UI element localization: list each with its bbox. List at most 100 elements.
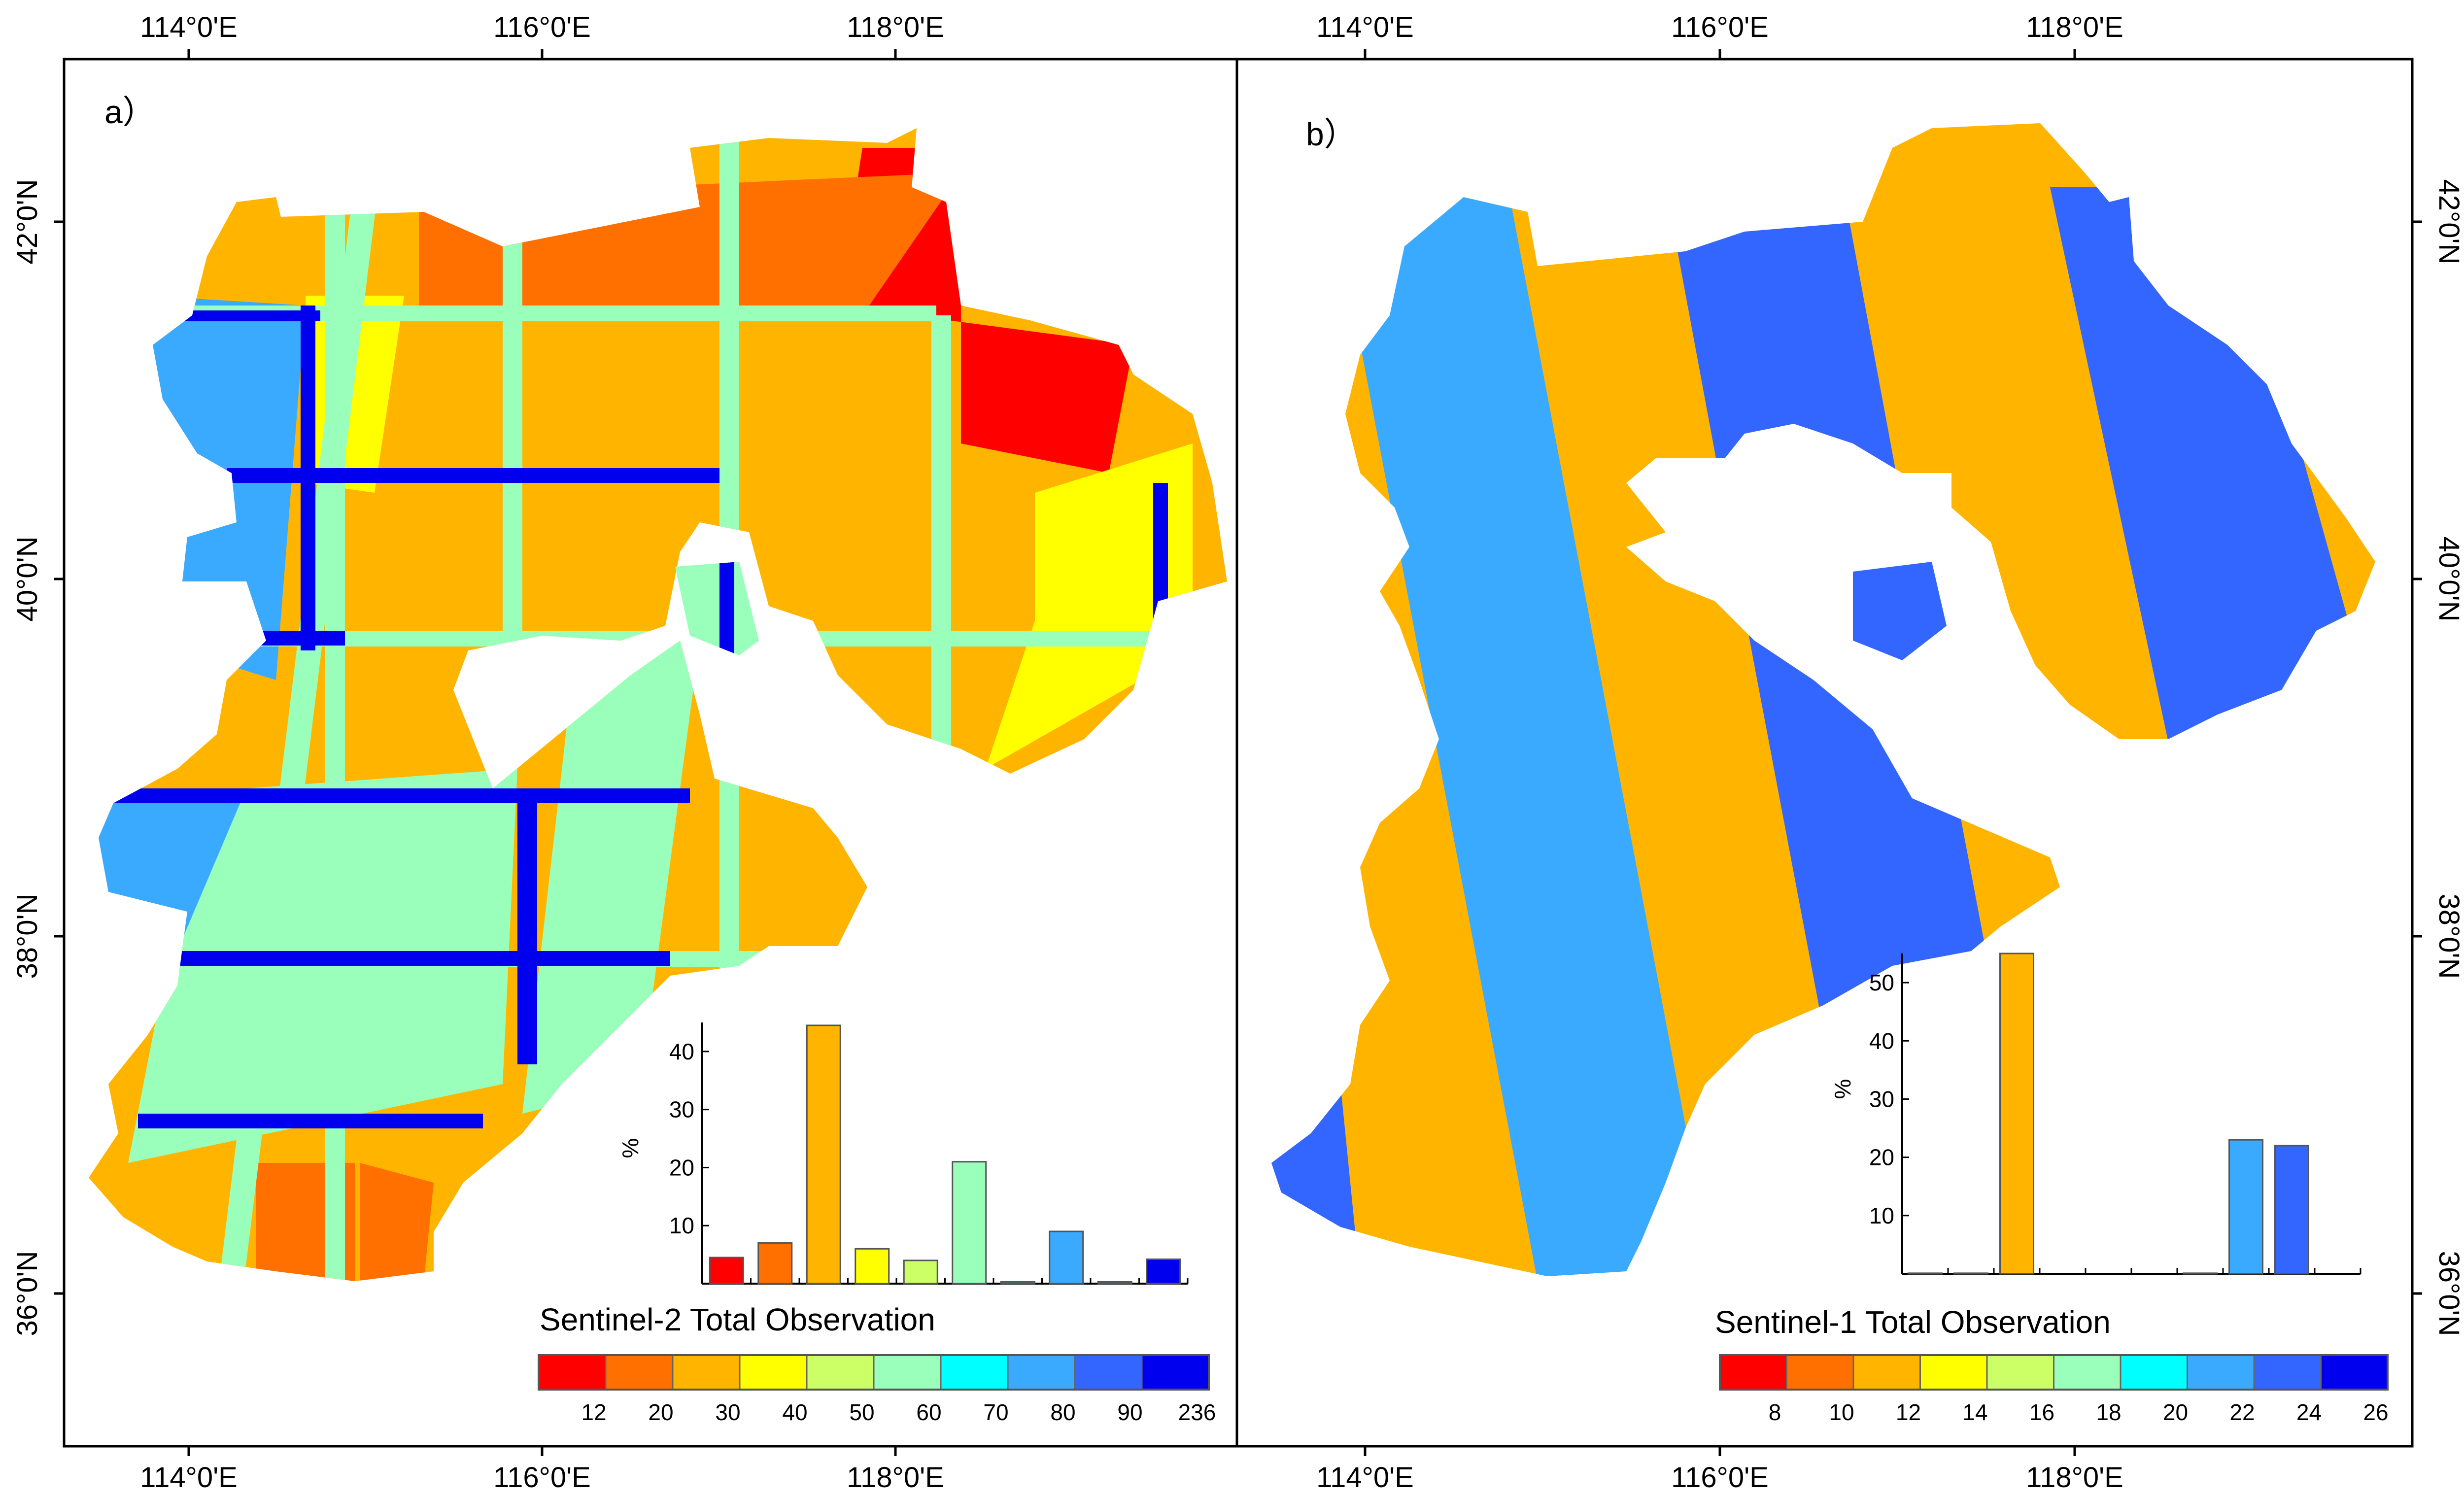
map-a-stripe-v5 [931,315,951,808]
legend-b-tick-label: 8 [1769,1399,1781,1425]
legend-a-tick-label: 20 [648,1399,673,1425]
top-lon-label: 114°0'E [1316,11,1414,43]
map-a-zone-green-se [522,641,700,1114]
map-a-overlap-h4 [99,788,690,803]
right-lat-label: 42°0'N [2433,179,2464,265]
legend-b-tick-label: 20 [2163,1399,2188,1425]
legend-a-swatch [1007,1354,1076,1391]
legend-b-tick-label: 16 [2029,1399,2054,1425]
legend-b-swatch [1786,1354,1854,1391]
legend-b-tick-label: 10 [1829,1399,1854,1425]
map-a-overlap-h6 [138,1114,483,1128]
chart-b-y-tick-label: 30 [1869,1086,1894,1112]
bottom-lon-label: 118°0'E [847,1462,944,1494]
legend-a-tick-label: 40 [782,1399,807,1425]
legend-b-swatch [2187,1354,2255,1391]
map-a-overlap-h3 [246,631,345,646]
chart-a-bar-90 [1097,1281,1132,1285]
map-a-overlap-v2 [301,306,315,650]
chart-b-y-tick-label: 20 [1869,1145,1894,1170]
map-a-overlap-v3 [1153,483,1168,631]
map-a-stripe-v6 [719,779,739,976]
chart-b-bar-22 [2228,1139,2263,1275]
chart-a-bar-20 [757,1242,793,1285]
legend-a-swatch [672,1354,741,1391]
left-lat-label: 38°0'N [11,894,43,979]
chart-a-bar-60 [952,1161,987,1285]
chart-a-bar-50 [903,1259,938,1285]
panel-b-label: b） [1306,116,1357,152]
map-b-swath-blue-east [2050,187,2375,788]
legend-a-swatch [605,1354,674,1391]
legend-a-tick-label: 80 [1050,1399,1075,1425]
chart-a-y-tick-label: 20 [669,1155,694,1180]
chart-a-bar-80 [1049,1230,1084,1285]
right-lat-label: 36°0'N [2433,1251,2464,1336]
legend-a-tick-label: 60 [916,1399,941,1425]
map-a-overlap-h5 [177,951,670,966]
legend-b-tick-label: 14 [1962,1399,1987,1425]
map-a-overlap-h1 [172,310,320,321]
chart-b-bar-8 [1908,1272,1943,1275]
legend-b-swatch [1919,1354,1988,1391]
bottom-lon-label: 118°0'E [2026,1462,2123,1494]
legend-a-swatch [739,1354,808,1391]
legend-b-swatch [2253,1354,2322,1391]
map-b-swath-lightblue [1331,187,1715,1276]
legend-a-tick-label: 12 [581,1399,606,1425]
left-lat-label: 36°0'N [11,1251,43,1336]
legend-a-tick-label: 90 [1117,1399,1142,1425]
legend-a-swatch [806,1354,875,1391]
chart-a-y-tick-label: 40 [669,1039,694,1064]
legend-a-title: Sentinel-2 Total Observation [540,1302,935,1337]
map-b-island [1853,562,1947,660]
graticule-ticks [54,49,2422,1456]
legend-a-tick-label: 70 [983,1399,1008,1425]
legend-b-tick-label: 12 [1896,1399,1921,1425]
panel-a-label: a） [104,94,155,130]
chart-a-ylabel: % [617,1138,643,1158]
top-lon-label: 116°0'E [1671,11,1769,43]
map-a-zone-orange-south2 [360,1163,434,1281]
legend-b-tick-label: 26 [2363,1399,2388,1425]
legend-a-tick-label: 50 [849,1399,874,1425]
map-a-overlap-v1 [517,788,537,1064]
legend-b-swatch [1852,1354,1921,1391]
map-a-stripe-v3 [503,222,522,764]
panel-b-frame [1235,58,2414,1448]
chart-a-bar-70 [1000,1281,1035,1285]
legend-a-swatch [1141,1354,1210,1391]
chart-b-bar-10 [1953,1272,1988,1275]
legend-a-tick-label: 236 [1178,1399,1216,1425]
map-a-zone-yellow-east [986,443,1193,769]
legend-a-swatch [538,1354,607,1391]
top-lon-label: 114°0'E [140,11,238,43]
legend-a-swatch [940,1354,1009,1391]
map-b-swath-blue-sw [1271,1084,1360,1276]
left-lat-label: 40°0'N [11,537,43,622]
chart-b-y-tick-label: 10 [1869,1203,1894,1228]
inset-chart-b: % 10 20 30 40 50 [1830,953,2361,1275]
bottom-lon-label: 116°0'E [493,1462,591,1494]
legend-b-tick-label: 22 [2229,1399,2255,1425]
chart-b-y-tick-label: 40 [1869,1028,1894,1054]
legend-a-tick-label: 30 [715,1399,740,1425]
top-lon-label: 116°0'E [493,11,591,43]
chart-b-bar-20 [2183,1272,2218,1275]
panel-a-map-island [675,562,759,655]
legend-a-swatch [873,1354,942,1391]
chart-a-bar-30 [806,1024,841,1285]
legend-b-title: Sentinel-1 Total Observation [1715,1304,2111,1340]
legend-b-swatch [2120,1354,2188,1391]
top-lon-label: 118°0'E [2026,11,2123,43]
legend-b-tick-label: 24 [2296,1399,2322,1425]
map-a-stripe-v2 [325,197,345,1281]
chart-b-bar-24 [2274,1145,2309,1275]
top-lon-label: 118°0'E [847,11,944,43]
chart-a-y-tick-label: 30 [669,1097,694,1123]
chart-b-y-tick-label: 50 [1869,970,1894,995]
legend-a-swatch [1074,1354,1143,1391]
left-lat-label: 42°0'N [11,179,43,265]
chart-a-y-tick-label: 10 [669,1213,694,1238]
